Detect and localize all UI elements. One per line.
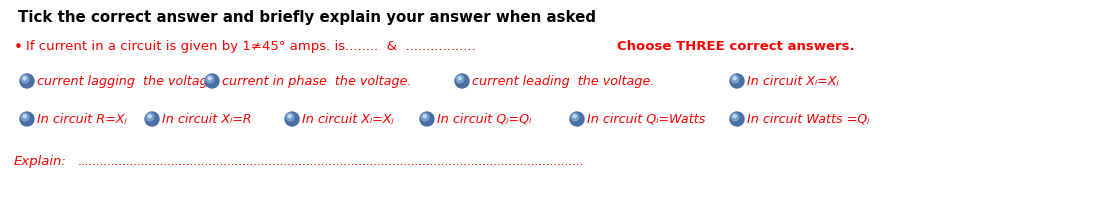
Circle shape	[422, 113, 429, 121]
Circle shape	[288, 115, 292, 118]
Circle shape	[456, 75, 464, 83]
Circle shape	[20, 74, 34, 88]
Circle shape	[733, 77, 737, 80]
Circle shape	[21, 113, 29, 121]
Circle shape	[733, 115, 737, 118]
Text: In circuit Xₗ=Xⱼ: In circuit Xₗ=Xⱼ	[746, 75, 839, 88]
Circle shape	[574, 115, 576, 118]
Text: current in phase  the voltage.: current in phase the voltage.	[222, 75, 412, 88]
Circle shape	[730, 74, 744, 88]
Circle shape	[286, 113, 294, 121]
Circle shape	[731, 113, 739, 121]
Circle shape	[455, 74, 469, 88]
Text: Choose THREE correct answers.: Choose THREE correct answers.	[617, 40, 854, 53]
Circle shape	[730, 112, 744, 126]
Text: Explain:: Explain:	[14, 155, 67, 168]
Circle shape	[206, 75, 214, 83]
Text: In circuit Xₗ=R: In circuit Xₗ=R	[162, 113, 252, 126]
Circle shape	[419, 112, 434, 126]
Circle shape	[205, 74, 219, 88]
Text: In circuit Xₗ=Xⱼ: In circuit Xₗ=Xⱼ	[302, 113, 394, 126]
Text: Tick the correct answer and briefly explain your answer when asked: Tick the correct answer and briefly expl…	[18, 10, 596, 25]
Circle shape	[208, 77, 211, 80]
Circle shape	[731, 75, 739, 83]
Text: •: •	[14, 40, 23, 55]
Text: current lagging  the voltage.: current lagging the voltage.	[37, 75, 219, 88]
Text: current leading  the voltage.: current leading the voltage.	[472, 75, 654, 88]
Circle shape	[23, 115, 26, 118]
Circle shape	[458, 77, 461, 80]
Circle shape	[149, 115, 151, 118]
Circle shape	[21, 75, 29, 83]
Text: In circuit Qₗ=Watts: In circuit Qₗ=Watts	[587, 113, 706, 126]
Text: If current in a circuit is given by 1≄45° amps. is........  &  .................: If current in a circuit is given by 1≄45…	[26, 40, 476, 53]
Circle shape	[571, 113, 579, 121]
Text: In circuit Qⱼ=Qₗ: In circuit Qⱼ=Qₗ	[437, 113, 532, 126]
Circle shape	[285, 112, 299, 126]
Circle shape	[23, 77, 26, 80]
Circle shape	[20, 112, 34, 126]
Circle shape	[145, 112, 159, 126]
Text: ................................................................................: ........................................…	[78, 155, 585, 168]
Text: In circuit Watts =Qⱼ: In circuit Watts =Qⱼ	[746, 113, 870, 126]
Circle shape	[423, 115, 426, 118]
Text: In circuit R=Xⱼ: In circuit R=Xⱼ	[37, 113, 127, 126]
Circle shape	[570, 112, 584, 126]
Circle shape	[146, 113, 154, 121]
